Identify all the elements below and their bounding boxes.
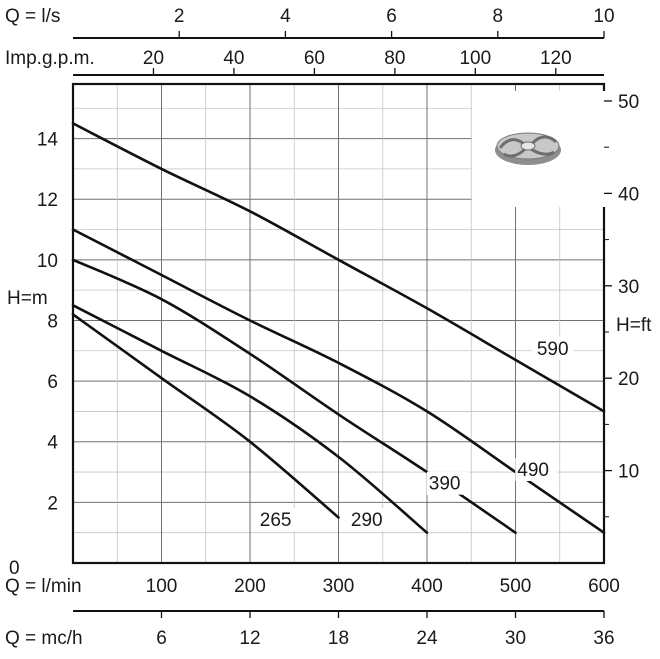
series-label-390: 390 (429, 474, 461, 495)
series-line-265 (71, 313, 340, 519)
top-axis-tick-label: 40 (223, 48, 244, 69)
y-axes-layer: 2 4 6 8 10 12 14 H=m 10 20 30 40 50 H=ft (7, 92, 652, 518)
top-axis-tick-label: 60 (304, 48, 325, 69)
bottom-axis-tick-label: 0 (9, 558, 20, 579)
series-label-layer: 590 490 390 290 265 (257, 336, 574, 532)
bottom-axis-tick-label: 24 (416, 628, 438, 649)
y-left-axis-caption: H=m (7, 288, 48, 309)
y-left-tick-label: 2 (47, 493, 58, 514)
top-axis-tick-label: 100 (459, 48, 491, 69)
y-right-tick-label: 10 (618, 462, 639, 483)
top-axis-tick-label: 2 (174, 6, 185, 27)
impeller-vane (503, 147, 527, 158)
bottom-axis-tick-label: 200 (234, 576, 266, 597)
bottom-axis-tick-label: 6 (156, 628, 167, 649)
top-axis-tick-label: 20 (143, 48, 164, 69)
series-label-backdrop (531, 336, 574, 360)
bottom-axis-tick-label: 18 (328, 628, 349, 649)
top-axis-tick-label: 6 (386, 6, 397, 27)
plot-frame-layer (71, 82, 606, 565)
top-axis-tick-label: 10 (593, 6, 614, 27)
bottom-axis-caption: Q = mc/h (5, 628, 83, 649)
bottom-axis-tick-label: 400 (411, 576, 443, 597)
y-left-tick-label: 10 (37, 251, 58, 272)
series-line-590 (71, 122, 606, 413)
y-right-axis-caption: H=ft (616, 315, 652, 336)
top-axis-tick-label: 8 (493, 6, 504, 27)
y-left-tick-label: 12 (37, 190, 58, 211)
bottom-axis-tick-label: 600 (588, 576, 620, 597)
bottom-axis-tick-label: 300 (323, 576, 355, 597)
bottom-axis-tick-label: 36 (593, 628, 614, 649)
top-axis-tick-label: 4 (280, 6, 291, 27)
impeller-vane (498, 138, 525, 149)
series-line-290 (71, 304, 429, 534)
top-axis-caption: Imp.g.p.m. (5, 48, 95, 69)
bottom-axis-tick-label: 30 (505, 628, 526, 649)
series-label-backdrop (426, 471, 469, 495)
series-label-backdrop (257, 508, 300, 532)
impeller-vane (530, 147, 555, 156)
top-axis-caption: Q = l/s (5, 6, 60, 27)
bottom-axis-caption: Q = l/min (5, 576, 82, 597)
impeller-vane (530, 135, 558, 146)
y-right-tick-label: 50 (618, 92, 639, 113)
series-label-265: 265 (260, 510, 292, 531)
impeller-hub (520, 141, 536, 151)
bottom-axis-tick-label: 12 (239, 628, 260, 649)
plot-frame (71, 82, 606, 565)
y-right-tick-label: 20 (618, 369, 639, 390)
series-label-590: 590 (537, 339, 569, 360)
y-right-tick-label: 40 (618, 184, 639, 205)
series-label-backdrop (515, 458, 558, 482)
top-axis-tick-label: 120 (540, 48, 572, 69)
top-axis-tick-label: 80 (384, 48, 405, 69)
bottom-axis-tick-label: 500 (500, 576, 532, 597)
y-right-tick-label: 30 (618, 277, 639, 298)
y-left-tick-label: 14 (37, 130, 59, 151)
series-label-backdrop (348, 508, 391, 532)
bottom-axis-tick-label: 100 (146, 576, 178, 597)
y-left-tick-label: 4 (47, 433, 58, 454)
series-label-490: 490 (517, 460, 549, 481)
series-label-290: 290 (351, 510, 383, 531)
y-left-tick-label: 6 (47, 372, 58, 393)
y-left-tick-label: 8 (47, 311, 58, 332)
impeller-icon (472, 91, 608, 207)
top-axes-layer: Q = l/s 2 4 6 8 10 Imp.g.p.m. 20 40 60 80 100 120 (5, 6, 615, 76)
